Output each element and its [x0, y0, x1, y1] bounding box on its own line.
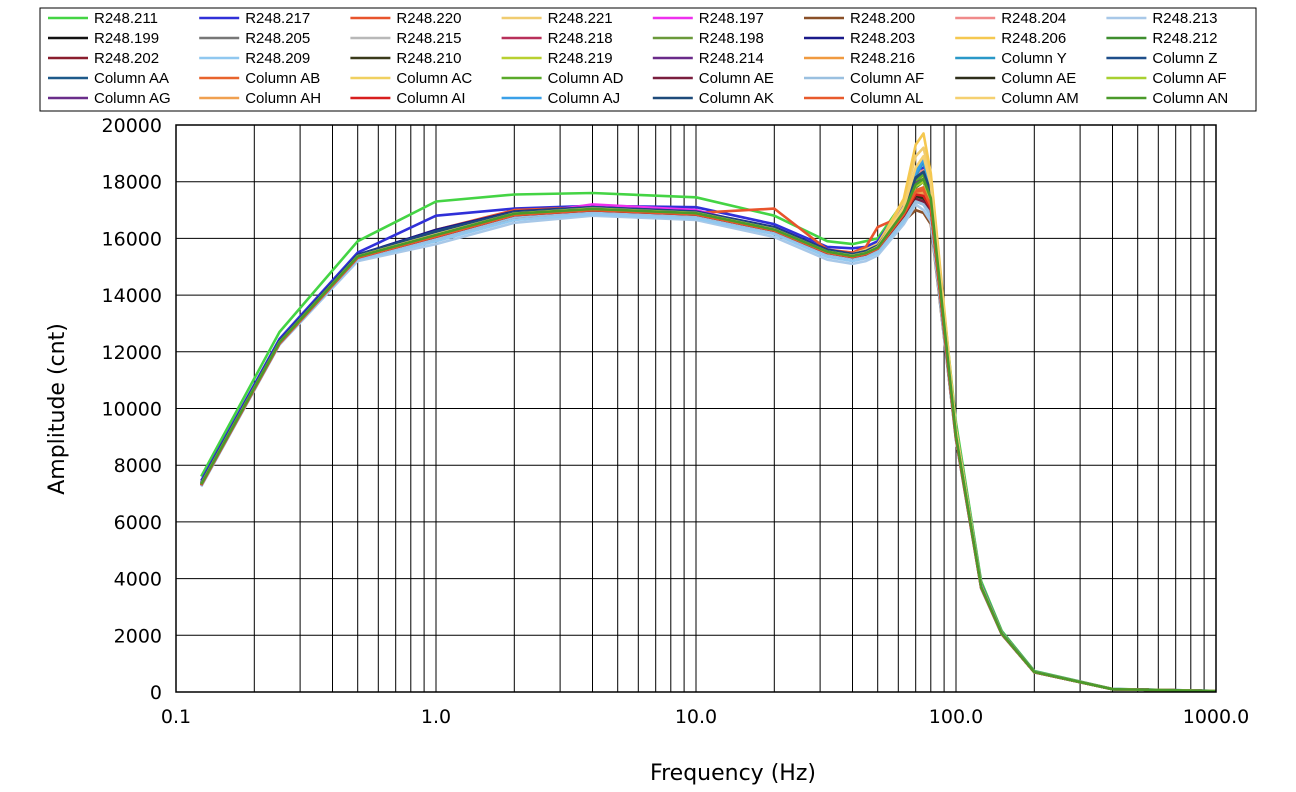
legend-label: R248.210 — [396, 50, 461, 67]
legend-label: Column AD — [548, 70, 624, 87]
legend-label: R248.215 — [396, 30, 461, 47]
legend-label: Column AB — [245, 70, 320, 87]
legend-label: R248.199 — [94, 30, 159, 47]
legend-label: R248.200 — [850, 10, 915, 27]
x-tick-label: 1.0 — [421, 706, 451, 728]
legend-label: R248.198 — [699, 30, 764, 47]
legend-label: R248.205 — [245, 30, 310, 47]
x-tick-label: 0.1 — [161, 706, 191, 728]
legend-label: Column AJ — [548, 90, 621, 107]
legend-box — [39, 7, 1257, 112]
legend-label: Column AN — [1152, 90, 1228, 107]
legend-label: R248.197 — [699, 10, 764, 27]
legend-label: R248.209 — [245, 50, 310, 67]
legend-label: Column AE — [1001, 70, 1076, 87]
legend-label: R248.206 — [1001, 30, 1066, 47]
legend-label: R248.202 — [94, 50, 159, 67]
legend-label: Column AF — [850, 70, 924, 87]
series-group — [200, 132, 1217, 693]
x-tick-label: 10.0 — [675, 706, 717, 728]
legend-label: R248.204 — [1001, 10, 1066, 27]
legend-label: Column AA — [94, 70, 169, 87]
legend-label: R248.221 — [548, 10, 613, 27]
legend-label: Column AE — [699, 70, 774, 87]
legend-label: R248.219 — [548, 50, 613, 67]
y-tick-label: 8000 — [114, 455, 162, 477]
y-tick-label: 4000 — [114, 569, 162, 591]
y-tick-label: 10000 — [102, 399, 162, 421]
y-tick-label: 12000 — [102, 342, 162, 364]
legend-label: Column AG — [94, 90, 171, 107]
legend-label: Column AK — [699, 90, 774, 107]
y-tick-label: 20000 — [102, 115, 162, 137]
legend-label: Column AL — [850, 90, 923, 107]
y-tick-label: 2000 — [114, 625, 162, 647]
y-tick-label: 16000 — [102, 228, 162, 250]
legend-label: R248.214 — [699, 50, 764, 67]
legend: R248.211 R248.217 R248.220 R248.221 R248.197… — [48, 10, 1228, 107]
series-line — [200, 177, 1217, 693]
legend-label: Column AC — [396, 70, 472, 87]
legend-label: R248.217 — [245, 10, 310, 27]
y-tick-labels: 0 2000 4000 6000 8000 10000 12000 14000 16000 180… — [102, 115, 162, 704]
y-tick-label: 18000 — [102, 172, 162, 194]
legend-label: Column AM — [1001, 90, 1079, 107]
legend-label: Column AF — [1152, 70, 1226, 87]
plot-frame — [175, 124, 1217, 693]
y-tick-label: 0 — [150, 682, 162, 704]
legend-label: R248.211 — [94, 10, 158, 27]
legend-label: R248.216 — [850, 50, 915, 67]
legend-label: R248.220 — [396, 10, 461, 27]
legend-label: R248.212 — [1152, 30, 1217, 47]
legend-label: Column AH — [245, 90, 321, 107]
x-tick-labels: 0.1 1.0 10.0 100.0 1000.0 — [161, 706, 1249, 728]
x-axis-title: Frequency (Hz) — [650, 761, 816, 786]
x-tick-label: 100.0 — [929, 706, 983, 728]
legend-label: Column Y — [1001, 50, 1067, 67]
legend-label: R248.213 — [1152, 10, 1217, 27]
legend-label: R248.203 — [850, 30, 915, 47]
y-axis-title: Amplitude (cnt) — [45, 323, 70, 495]
x-tick-label: 1000.0 — [1183, 706, 1249, 728]
y-tick-label: 6000 — [114, 512, 162, 534]
legend-label: Column AI — [396, 90, 465, 107]
legend-label: Column Z — [1152, 50, 1217, 67]
y-tick-label: 14000 — [102, 285, 162, 307]
legend-label: R248.218 — [548, 30, 613, 47]
